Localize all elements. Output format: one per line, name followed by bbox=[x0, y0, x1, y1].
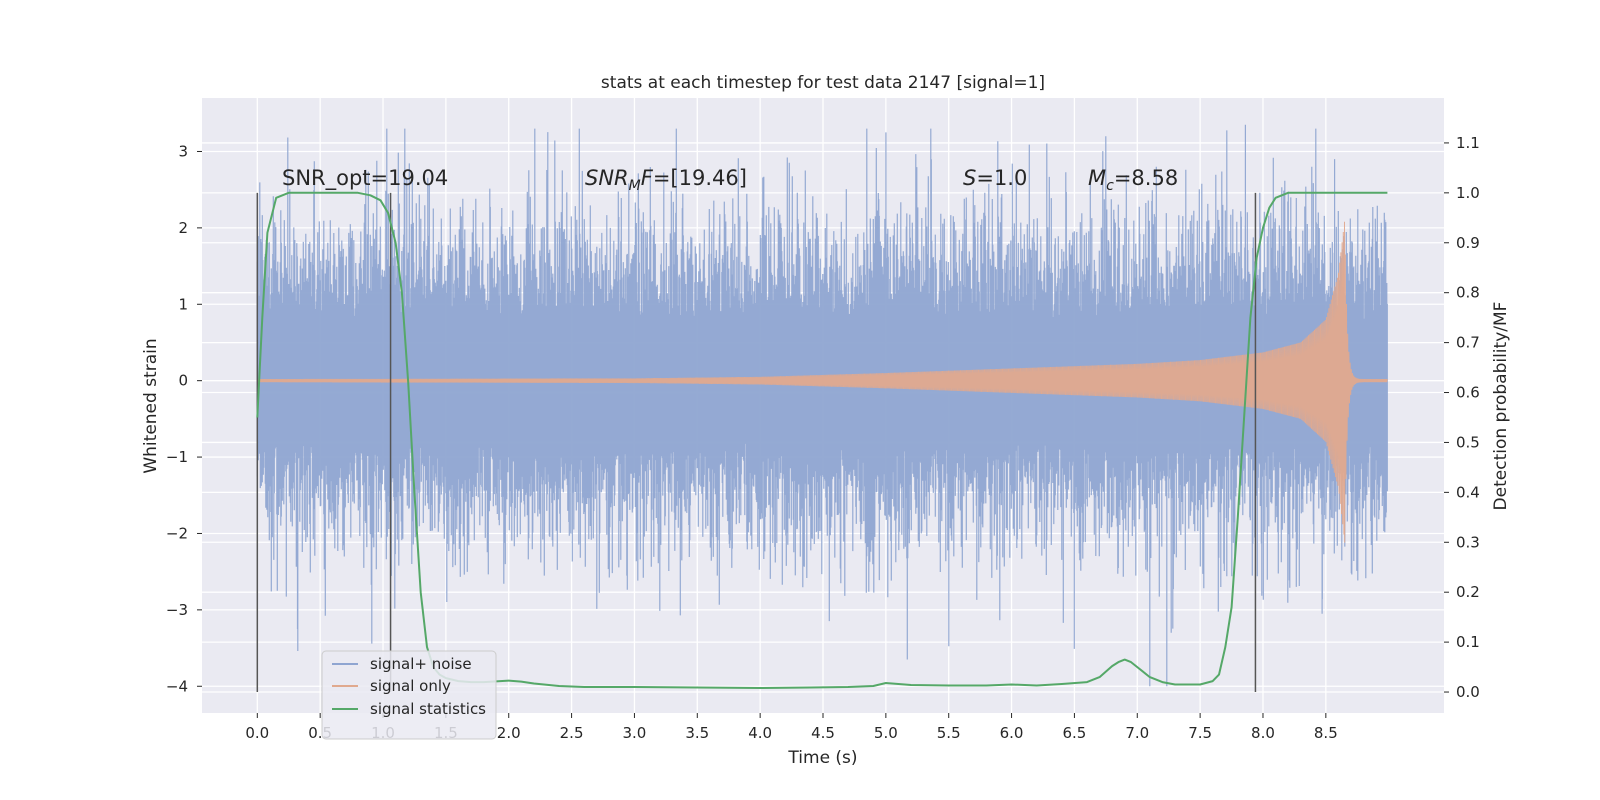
x-tick-label: 7.0 bbox=[1125, 724, 1149, 742]
signal-statistics-series bbox=[256, 191, 1388, 689]
legend-label-signal-only: signal only bbox=[370, 677, 451, 695]
mc-subscript: c bbox=[1106, 178, 1114, 194]
y-tick-labels: 3 2 1 0 −1 −2 −3 −4 bbox=[166, 142, 202, 695]
y-tick-label: 2 bbox=[178, 219, 188, 237]
x-tick-label: 4.5 bbox=[811, 724, 835, 742]
signal-statistics-line bbox=[256, 191, 1388, 689]
y2-tick-label: 0.4 bbox=[1456, 483, 1480, 501]
snr-mf-annotation: SNRMF=[19.46] bbox=[585, 166, 747, 194]
y2-tick-label: 0.5 bbox=[1456, 433, 1480, 451]
legend: signal+ noise signal only signal statist… bbox=[321, 650, 497, 740]
y2-tick-label: 0.3 bbox=[1456, 533, 1480, 551]
x-tick-label: 3.0 bbox=[623, 724, 647, 742]
snr-mf-subscript: M bbox=[629, 178, 641, 194]
y-tick-label: 3 bbox=[178, 142, 188, 160]
x-tick-label: 3.5 bbox=[685, 724, 709, 742]
x-tick-label: 0.0 bbox=[245, 724, 269, 742]
y2-tick-label: 0.1 bbox=[1456, 633, 1480, 651]
s-annotation: S=1.0 bbox=[963, 166, 1027, 190]
y-tick-label: −4 bbox=[166, 677, 188, 695]
y2-axis-label: Detection probability/MF bbox=[1491, 302, 1511, 511]
legend-box bbox=[321, 650, 497, 740]
mc-value: =8.58 bbox=[1114, 166, 1178, 190]
legend-label-signal-noise: signal+ noise bbox=[370, 655, 472, 673]
y2-tick-label: 0.0 bbox=[1456, 683, 1480, 701]
x-tick-label: 2.5 bbox=[560, 724, 584, 742]
y-tick-label: −1 bbox=[166, 448, 188, 466]
y-tick-label: 0 bbox=[178, 372, 188, 390]
x-tick-label: 8.0 bbox=[1251, 724, 1275, 742]
snr-mf-suffix: F bbox=[641, 166, 654, 190]
snr-mf-value: =[19.46] bbox=[653, 166, 747, 190]
signal-only-trace bbox=[256, 221, 1388, 543]
chart-title: stats at each timestep for test data 214… bbox=[601, 73, 1045, 93]
y2-tick-labels: 1.1 1.0 0.9 0.8 0.7 0.6 0.5 0.4 0.3 0.2 0.1 0.0 bbox=[1444, 134, 1480, 701]
x-tick-label: 6.5 bbox=[1062, 724, 1086, 742]
s-label: S bbox=[963, 166, 976, 190]
y-tick-label: 1 bbox=[178, 295, 188, 313]
snr-opt-annotation: SNR_opt=19.04 bbox=[282, 166, 448, 191]
y2-tick-label: 0.7 bbox=[1456, 334, 1480, 352]
mc-annotation: Mc=8.58 bbox=[1088, 166, 1178, 194]
y2-tick-label: 0.2 bbox=[1456, 583, 1480, 601]
signal-only-series bbox=[256, 221, 1388, 543]
y-axis-label: Whitened strain bbox=[141, 338, 161, 473]
y-tick-label: −2 bbox=[166, 524, 188, 542]
s-value: =1.0 bbox=[976, 166, 1027, 190]
y2-tick-label: 0.9 bbox=[1456, 234, 1480, 252]
x-tick-label: 7.5 bbox=[1188, 724, 1212, 742]
mc-label: M bbox=[1088, 166, 1106, 190]
snr-mf-label: SNR bbox=[585, 166, 629, 190]
y2-tick-label: 1.0 bbox=[1456, 184, 1480, 202]
y2-tick-label: 1.1 bbox=[1456, 134, 1480, 152]
x-tick-label: 4.0 bbox=[748, 724, 772, 742]
x-tick-label: 2.0 bbox=[497, 724, 521, 742]
y-tick-label: −3 bbox=[166, 601, 188, 619]
y2-tick-label: 0.6 bbox=[1456, 384, 1480, 402]
x-tick-label: 5.5 bbox=[937, 724, 961, 742]
x-tick-label: 6.0 bbox=[1000, 724, 1024, 742]
x-tick-label: 8.5 bbox=[1314, 724, 1338, 742]
x-axis-label: Time (s) bbox=[787, 748, 857, 768]
legend-label-signal-statistics: signal statistics bbox=[370, 700, 486, 718]
x-tick-label: 5.0 bbox=[874, 724, 898, 742]
y2-tick-label: 0.8 bbox=[1456, 284, 1480, 302]
